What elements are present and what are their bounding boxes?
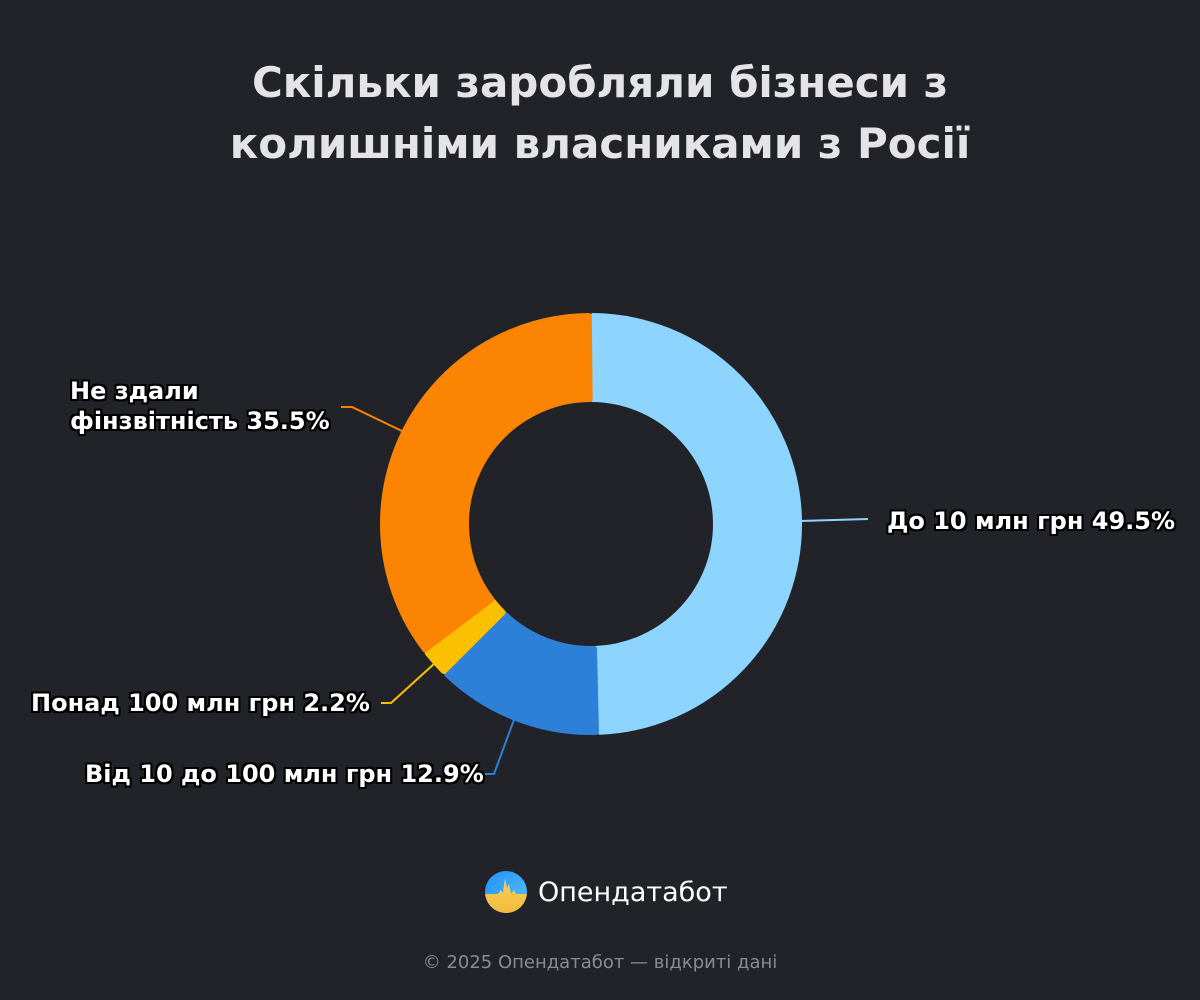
slice-label-no-report-line-1: Не здали — [70, 377, 199, 405]
chart-title-line-1: Скільки заробляли бізнеси з — [251, 58, 949, 107]
slice-10-to-100m — [443, 611, 600, 735]
leader-line-no-report — [341, 406, 405, 433]
leader-line-over-100m — [381, 662, 436, 704]
leader-line-10-to-100m — [484, 716, 516, 775]
chart-title-line-2: колишніми власниками з Росії — [229, 119, 971, 168]
donut-slices — [380, 313, 802, 735]
chart-title: Скільки заробляли бізнеси з колишніми вл… — [0, 52, 1200, 174]
slice-up-to-10m — [589, 313, 802, 735]
leader-lines — [341, 406, 869, 775]
brand-name: Опендатабот — [538, 876, 728, 908]
slice-label-10-to-100m: Від 10 до 100 млн грн 12.9% — [85, 760, 484, 788]
slice-label-over-100m: Понад 100 млн грн 2.2% — [31, 689, 370, 717]
slice-label-up-to-10m: До 10 млн грн 49.5% — [887, 507, 1176, 535]
brand: Опендатабот — [484, 870, 728, 914]
slice-label-no-report-line-2: фінзвітність 35.5% — [70, 407, 330, 435]
slice-no-report — [380, 313, 593, 653]
leader-line-up-to-10m — [799, 518, 869, 522]
opendatabot-logo-icon — [485, 871, 527, 913]
footer-copyright: © 2025 Опендатабот — відкриті дані — [422, 952, 778, 973]
slice-label-no-report: Не здали фінзвітність 35.5% — [70, 376, 330, 436]
